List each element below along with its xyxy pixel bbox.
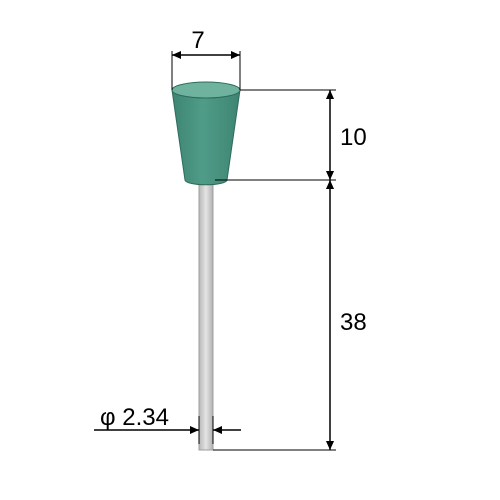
shaft: [199, 180, 213, 450]
dim-label-head-height: 10: [340, 124, 367, 151]
dimension-top-width: 7: [172, 27, 240, 90]
dimension-shaft-diameter: φ 2.34: [94, 404, 241, 444]
dim-label-shaft-diameter: φ 2.34: [100, 404, 169, 431]
dimension-head-height: 10: [326, 90, 367, 180]
grinding-head: [172, 82, 240, 185]
dimension-shaft-length: 38: [326, 180, 367, 450]
dim-label-shaft-length: 38: [340, 309, 367, 336]
dim-label-top-width: 7: [191, 27, 204, 54]
